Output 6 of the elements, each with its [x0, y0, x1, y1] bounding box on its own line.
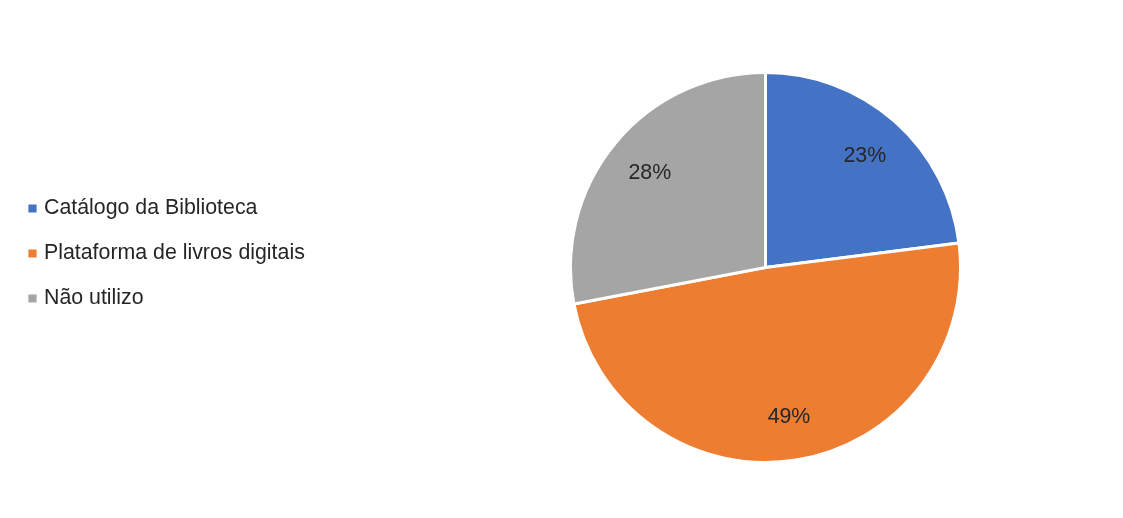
data-label: 23% — [843, 142, 887, 167]
legend-label: Plataforma de livros digitais — [44, 240, 305, 265]
data-label: 28% — [628, 159, 672, 184]
legend-label: Não utilizo — [44, 285, 144, 310]
legend-label: Catálogo da Biblioteca — [44, 195, 258, 220]
data-label: 49% — [767, 403, 811, 428]
